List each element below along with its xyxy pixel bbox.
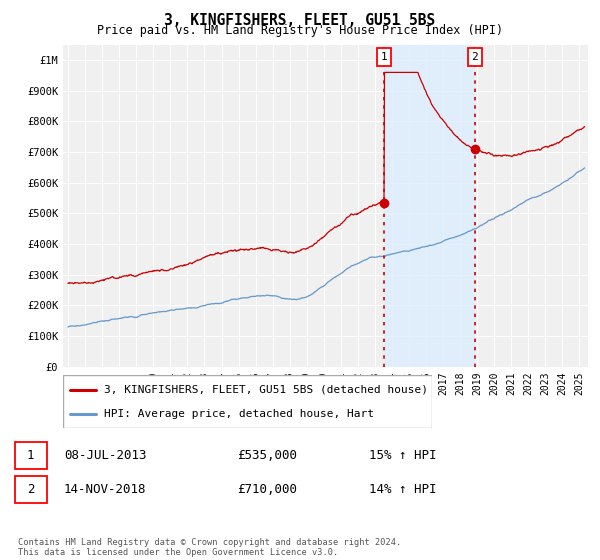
Text: 14-NOV-2018: 14-NOV-2018 (64, 483, 146, 496)
Text: Price paid vs. HM Land Registry's House Price Index (HPI): Price paid vs. HM Land Registry's House … (97, 24, 503, 36)
Text: 3, KINGFISHERS, FLEET, GU51 5BS: 3, KINGFISHERS, FLEET, GU51 5BS (164, 13, 436, 28)
Text: 1: 1 (26, 449, 34, 461)
Text: 08-JUL-2013: 08-JUL-2013 (64, 449, 146, 461)
Text: 15% ↑ HPI: 15% ↑ HPI (369, 449, 437, 461)
Text: 3, KINGFISHERS, FLEET, GU51 5BS (detached house): 3, KINGFISHERS, FLEET, GU51 5BS (detache… (104, 385, 428, 395)
Bar (384, 45, 475, 367)
Text: 14% ↑ HPI: 14% ↑ HPI (369, 483, 437, 496)
Text: £535,000: £535,000 (236, 449, 296, 461)
FancyBboxPatch shape (15, 441, 47, 469)
Text: 2: 2 (26, 483, 34, 496)
Text: 1: 1 (380, 52, 387, 62)
FancyBboxPatch shape (63, 375, 432, 428)
Text: Contains HM Land Registry data © Crown copyright and database right 2024.
This d: Contains HM Land Registry data © Crown c… (18, 538, 401, 557)
FancyBboxPatch shape (15, 475, 47, 503)
Text: HPI: Average price, detached house, Hart: HPI: Average price, detached house, Hart (104, 409, 374, 419)
Text: 2: 2 (472, 52, 478, 62)
Text: £710,000: £710,000 (236, 483, 296, 496)
